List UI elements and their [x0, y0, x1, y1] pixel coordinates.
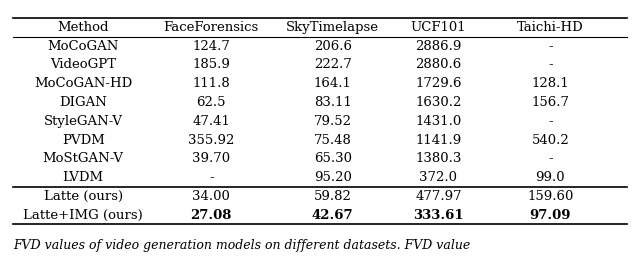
Text: -: - [209, 171, 214, 184]
Text: 159.60: 159.60 [527, 190, 573, 203]
Text: -: - [548, 152, 553, 165]
Text: -: - [548, 40, 553, 53]
Text: 1431.0: 1431.0 [415, 115, 461, 128]
Text: PVDM: PVDM [62, 134, 104, 147]
Text: 65.30: 65.30 [314, 152, 352, 165]
Text: 42.67: 42.67 [312, 208, 354, 222]
Text: 355.92: 355.92 [188, 134, 234, 147]
Text: 1630.2: 1630.2 [415, 96, 461, 109]
Text: 222.7: 222.7 [314, 59, 352, 71]
Text: 206.6: 206.6 [314, 40, 352, 53]
Text: 34.00: 34.00 [192, 190, 230, 203]
Text: 2886.9: 2886.9 [415, 40, 461, 53]
Text: 39.70: 39.70 [192, 152, 230, 165]
Text: DIGAN: DIGAN [60, 96, 107, 109]
Text: 111.8: 111.8 [193, 77, 230, 90]
Text: 83.11: 83.11 [314, 96, 352, 109]
Text: Method: Method [58, 21, 109, 34]
Text: 1380.3: 1380.3 [415, 152, 461, 165]
Text: 124.7: 124.7 [192, 40, 230, 53]
Text: 333.61: 333.61 [413, 208, 464, 222]
Text: 79.52: 79.52 [314, 115, 352, 128]
Text: 99.0: 99.0 [536, 171, 565, 184]
Text: LVDM: LVDM [63, 171, 104, 184]
Text: 156.7: 156.7 [531, 96, 570, 109]
Text: SkyTimelapse: SkyTimelapse [286, 21, 380, 34]
Text: 185.9: 185.9 [192, 59, 230, 71]
Text: UCF101: UCF101 [411, 21, 466, 34]
Text: 2880.6: 2880.6 [415, 59, 461, 71]
Text: 1729.6: 1729.6 [415, 77, 461, 90]
Text: 164.1: 164.1 [314, 77, 352, 90]
Text: -: - [548, 115, 553, 128]
Text: 97.09: 97.09 [530, 208, 571, 222]
Text: 59.82: 59.82 [314, 190, 352, 203]
Text: 27.08: 27.08 [191, 208, 232, 222]
Text: 95.20: 95.20 [314, 171, 352, 184]
Text: Latte+IMG (ours): Latte+IMG (ours) [23, 208, 143, 222]
Text: FVD values of video generation models on different datasets. FVD value: FVD values of video generation models on… [13, 239, 470, 252]
Text: 62.5: 62.5 [196, 96, 226, 109]
Text: FaceForensics: FaceForensics [164, 21, 259, 34]
Text: StyleGAN-V: StyleGAN-V [44, 115, 123, 128]
Text: Taichi-HD: Taichi-HD [517, 21, 584, 34]
Text: 47.41: 47.41 [192, 115, 230, 128]
Text: 477.97: 477.97 [415, 190, 461, 203]
Text: 372.0: 372.0 [419, 171, 458, 184]
Text: 1141.9: 1141.9 [415, 134, 461, 147]
Text: VideoGPT: VideoGPT [50, 59, 116, 71]
Text: -: - [548, 59, 553, 71]
Text: MoCoGAN: MoCoGAN [47, 40, 119, 53]
Text: 75.48: 75.48 [314, 134, 352, 147]
Text: MoCoGAN-HD: MoCoGAN-HD [34, 77, 132, 90]
Text: 128.1: 128.1 [532, 77, 569, 90]
Text: MoStGAN-V: MoStGAN-V [43, 152, 124, 165]
Text: Latte (ours): Latte (ours) [44, 190, 123, 203]
Text: 540.2: 540.2 [532, 134, 569, 147]
